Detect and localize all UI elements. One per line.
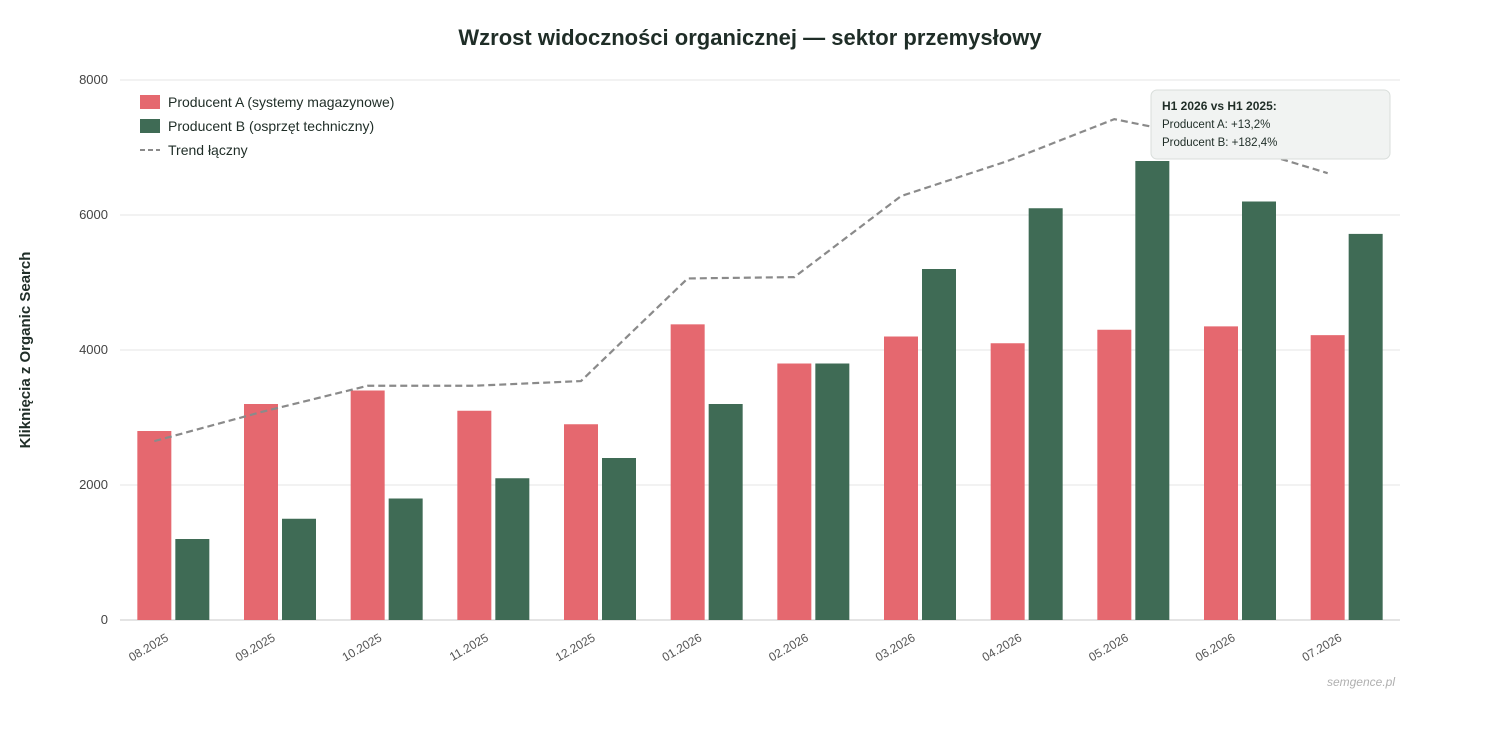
x-tick-label: 09.2025 [233,630,278,664]
annotation-background [1150,89,1391,160]
bar-producent-a [1204,326,1238,620]
legend: Producent A (systemy magazynowe) Produce… [140,94,394,158]
bar-producent-a [137,431,172,620]
bar-producent-b [922,269,956,620]
bar-producent-b [1135,161,1170,620]
y-tick-label: 2000 [79,477,108,492]
grid-lines [120,79,1400,621]
bar-producent-a [670,324,705,620]
legend-swatch-b [140,119,160,133]
annotation-line-a: Producent A: +13,2% [1162,119,1270,131]
x-tick-label: 03.2026 [873,630,918,664]
x-tick-label: 02.2026 [766,630,811,664]
annotation-line-b: Producent B: +182,4% [1162,137,1277,149]
bar-producent-a [350,390,385,620]
chart-title: Wzrost widoczności organicznej — sektor … [458,25,1042,50]
bar-producent-a [990,343,1025,620]
x-tick-label: 04.2026 [980,630,1025,664]
bar-producent-b [175,539,210,620]
y-tick-labels: 0 2000 4000 6000 8000 [79,72,108,627]
annotation-box: H1 2026 vs H1 2025: Producent A: +13,2% … [1150,89,1391,160]
legend-label-a: Producent A (systemy magazynowe) [168,94,394,110]
bar-producent-a [244,404,278,620]
trend-line-group [154,118,1328,443]
bar-producent-a [884,336,918,620]
bar-producent-b [388,498,423,620]
x-tick-label: 07.2026 [1300,630,1345,664]
x-tick-label: 05.2026 [1086,630,1131,664]
bar-producent-b [815,363,850,620]
x-tick-labels: 08.2025 09.2025 10.2025 11.2025 12.2025 01.20… [126,630,1344,664]
y-tick-label: 0 [101,612,108,627]
bar-producent-b [1028,208,1063,620]
legend-swatch-a [140,95,160,109]
bar-producent-b [282,518,316,620]
y-axis-label: Kliknięcia z Organic Search [17,252,34,449]
bar-producent-a [564,424,598,620]
x-tick-label: 01.2026 [660,630,705,664]
x-tick-label: 11.2025 [447,630,491,664]
bar-producent-a [1097,329,1132,620]
legend-label-trend: Trend łączny [168,142,248,158]
source-credit: semgence.pl [1327,675,1395,689]
x-tick-label: 12.2025 [553,630,598,664]
trend-line [154,118,1328,443]
y-tick-label: 4000 [79,342,108,357]
bar-producent-b [1348,233,1383,620]
bar-producent-a [457,410,492,620]
annotation-title: H1 2026 vs H1 2025: [1162,99,1277,113]
x-tick-label: 06.2026 [1193,630,1238,664]
bars [137,161,1383,620]
bar-producent-b [495,478,530,620]
bar-producent-a [777,363,812,620]
bar-producent-b [1242,201,1276,620]
x-tick-label: 10.2025 [340,630,385,664]
y-tick-label: 8000 [79,72,108,87]
y-tick-label: 6000 [79,207,108,222]
bar-producent-b [708,404,743,620]
x-tick-label: 08.2025 [126,630,171,664]
bar-producent-a [1310,335,1345,620]
legend-label-b: Producent B (osprzęt techniczny) [168,118,374,134]
bar-producent-b [602,458,636,620]
